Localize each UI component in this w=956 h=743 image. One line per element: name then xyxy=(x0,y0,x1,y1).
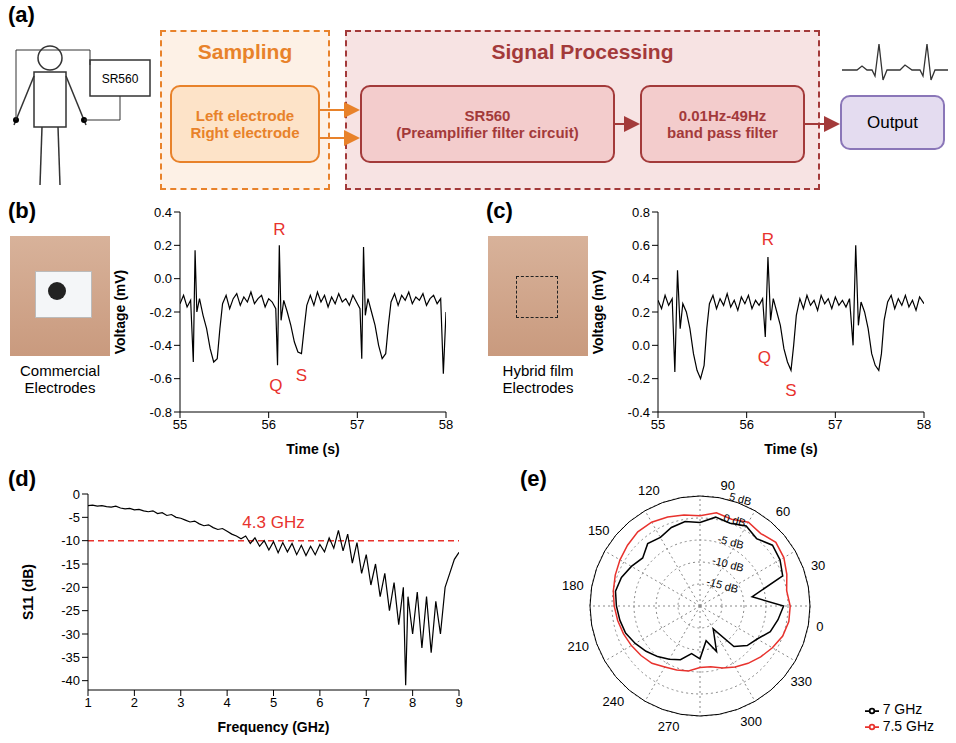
svg-text:0.4: 0.4 xyxy=(632,271,650,286)
svg-text:58: 58 xyxy=(439,417,453,432)
svg-text:0: 0 xyxy=(73,487,80,502)
html-text:7 GHz: 7 GHz xyxy=(882,701,923,718)
svg-text:180: 180 xyxy=(562,578,584,593)
svg-text:6: 6 xyxy=(316,695,323,710)
svg-text:5: 5 xyxy=(270,695,277,710)
svg-text:2: 2 xyxy=(131,695,138,710)
svg-text:-0.8: -0.8 xyxy=(150,405,172,420)
html-text:(a): (a) xyxy=(8,2,35,27)
svg-text:9: 9 xyxy=(455,695,462,710)
svg-text:240: 240 xyxy=(602,694,624,709)
html-text:Sampling: Sampling xyxy=(197,40,293,63)
svg-text:55: 55 xyxy=(651,417,665,432)
svg-text:-0.6: -0.6 xyxy=(150,371,172,386)
svg-text:-15: -15 xyxy=(61,557,80,572)
svg-text:4: 4 xyxy=(224,695,231,710)
svg-text:210: 210 xyxy=(567,639,589,654)
svg-text:Frequency (GHz): Frequency (GHz) xyxy=(217,719,329,735)
svg-text:Q: Q xyxy=(269,376,282,395)
html-text:Commercial Electrodes: Commercial Electrodes xyxy=(20,362,100,396)
svg-text:30: 30 xyxy=(811,558,825,573)
svg-text:-25: -25 xyxy=(61,603,80,618)
svg-text:-0.2: -0.2 xyxy=(150,305,172,320)
html-text:Output: Output xyxy=(867,112,918,132)
svg-text:8: 8 xyxy=(409,695,416,710)
svg-text:-0.2: -0.2 xyxy=(628,371,650,386)
svg-text:R: R xyxy=(273,220,285,239)
svg-text:S: S xyxy=(296,366,307,385)
html-text:0.01Hz-49Hz: 0.01Hz-49Hz xyxy=(678,107,767,124)
svg-text:-10 dB: -10 dB xyxy=(711,554,745,574)
html-text:Hybrid film Electrodes: Hybrid film Electrodes xyxy=(502,362,574,396)
svg-text:-35: -35 xyxy=(61,650,80,665)
svg-text:56: 56 xyxy=(261,417,275,432)
svg-text:SR560: SR560 xyxy=(102,72,139,86)
html-text:(e): (e) xyxy=(520,466,547,491)
svg-text:300: 300 xyxy=(740,714,762,729)
svg-text:0: 0 xyxy=(816,619,823,634)
svg-text:Time (s): Time (s) xyxy=(286,441,339,457)
html-text:(c): (c) xyxy=(486,198,513,223)
svg-text:330: 330 xyxy=(790,674,812,689)
svg-text:-30: -30 xyxy=(61,627,80,642)
svg-text:Time (s): Time (s) xyxy=(764,441,817,457)
svg-text:-5 dB: -5 dB xyxy=(717,533,746,551)
svg-text:56: 56 xyxy=(739,417,753,432)
svg-text:0.0: 0.0 xyxy=(154,271,172,286)
svg-text:90: 90 xyxy=(720,477,735,493)
svg-text:-0.4: -0.4 xyxy=(150,338,172,353)
svg-text:58: 58 xyxy=(917,417,931,432)
svg-text:S11 (dB): S11 (dB) xyxy=(20,564,36,620)
svg-text:-15 dB: -15 dB xyxy=(705,575,739,595)
svg-text:-5: -5 xyxy=(68,510,80,525)
html-text:7.5 GHz: 7.5 GHz xyxy=(882,717,934,734)
svg-text:-0.4: -0.4 xyxy=(628,405,650,420)
svg-text:0 dB: 0 dB xyxy=(722,511,747,528)
svg-text:Voltage (mV): Voltage (mV) xyxy=(590,270,606,355)
svg-text:-40: -40 xyxy=(61,673,80,688)
svg-text:0.8: 0.8 xyxy=(632,205,650,220)
html-text:Right electrode: Right electrode xyxy=(190,124,300,141)
svg-text:0.6: 0.6 xyxy=(632,238,650,253)
svg-text:4.3 GHz: 4.3 GHz xyxy=(242,513,304,532)
svg-text:55: 55 xyxy=(173,417,187,432)
svg-text:60: 60 xyxy=(776,504,790,519)
html-text:Left electrode: Left electrode xyxy=(195,107,295,124)
html-text:(Preamplifier filter circuit): (Preamplifier filter circuit) xyxy=(396,124,579,141)
svg-text:Q: Q xyxy=(758,348,771,367)
html-text:(d): (d) xyxy=(8,466,37,491)
svg-text:Voltage (mV): Voltage (mV) xyxy=(112,270,128,355)
svg-text:0.0: 0.0 xyxy=(632,338,650,353)
svg-text:150: 150 xyxy=(588,523,610,538)
svg-text:-20: -20 xyxy=(61,580,80,595)
html-text:band pass filter: band pass filter xyxy=(667,124,778,141)
svg-text:0.2: 0.2 xyxy=(154,238,172,253)
html-text:SR560: SR560 xyxy=(464,107,511,124)
html-text:(b): (b) xyxy=(8,198,37,223)
svg-text:57: 57 xyxy=(828,417,842,432)
html-text:Signal Processing: Signal Processing xyxy=(491,40,674,63)
svg-text:7: 7 xyxy=(363,695,370,710)
svg-text:0.2: 0.2 xyxy=(632,305,650,320)
svg-text:270: 270 xyxy=(658,719,680,734)
svg-text:0.4: 0.4 xyxy=(154,205,172,220)
svg-text:3: 3 xyxy=(177,695,184,710)
svg-text:-10: -10 xyxy=(61,533,80,548)
svg-text:1: 1 xyxy=(84,695,91,710)
svg-text:R: R xyxy=(762,230,774,249)
svg-text:120: 120 xyxy=(638,483,660,498)
svg-text:S: S xyxy=(785,381,796,400)
svg-text:57: 57 xyxy=(350,417,364,432)
svg-text:5 dB: 5 dB xyxy=(728,490,753,507)
